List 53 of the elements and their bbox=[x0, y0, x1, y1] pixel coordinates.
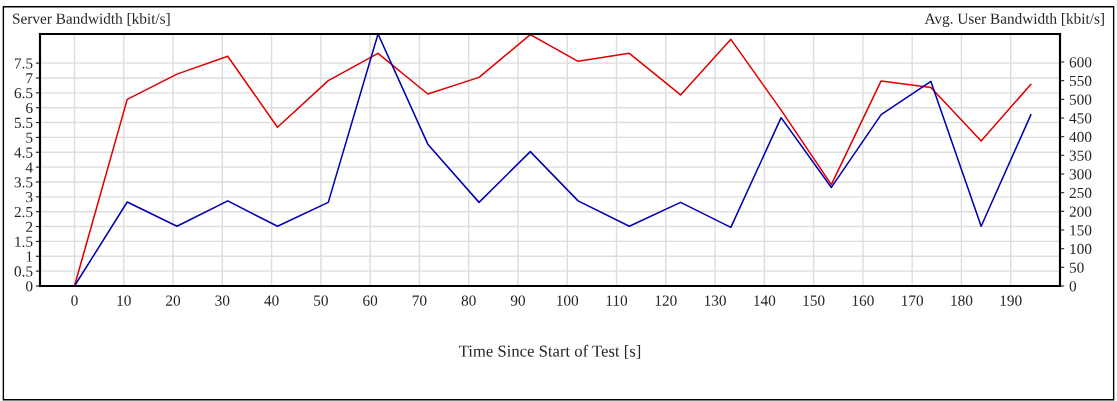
x-tick-label: 40 bbox=[264, 295, 279, 306]
y-tick-label: 2.5 bbox=[14, 206, 33, 218]
y2-tick-label: 100 bbox=[1070, 243, 1092, 255]
y-tick-label: 4.5 bbox=[14, 147, 33, 158]
y-tick-label: 7.5 bbox=[14, 58, 33, 69]
y-tick-label: 3 bbox=[26, 192, 33, 203]
y2-tick-label: 200 bbox=[1069, 206, 1092, 217]
y-tick-label: 0 bbox=[26, 281, 33, 292]
x-tick-label: 150 bbox=[803, 295, 825, 306]
x-tick-label: 80 bbox=[461, 295, 476, 306]
y-axis-title: Server Bandwidth [kbit/s] bbox=[13, 13, 170, 26]
y2-tick-label: 0 bbox=[1069, 281, 1077, 292]
y2-tick-label: 150 bbox=[1070, 225, 1092, 236]
x-tick-label: 130 bbox=[704, 295, 726, 306]
x-tick-label: 160 bbox=[852, 295, 874, 306]
x-tick-label: 180 bbox=[951, 295, 973, 306]
x-tick-label: 100 bbox=[557, 295, 579, 306]
y-tick-label: 3.5 bbox=[14, 177, 33, 188]
y-tick-label: 7 bbox=[26, 73, 33, 84]
x-axis-title: Time Since Start of Test [s] bbox=[458, 344, 641, 359]
x-tick-label: 60 bbox=[363, 295, 378, 306]
x-tick-label: 50 bbox=[314, 295, 328, 306]
y2-tick-label: 400 bbox=[1069, 131, 1092, 143]
x-tick-label: 170 bbox=[902, 295, 924, 306]
y2-tick-label: 450 bbox=[1069, 113, 1092, 124]
y2-tick-label: 250 bbox=[1069, 187, 1092, 199]
x-tick-label: 140 bbox=[754, 295, 776, 306]
x-tick-label: 70 bbox=[412, 295, 427, 306]
x-tick-label: 190 bbox=[1000, 295, 1022, 306]
y2-tick-label: 50 bbox=[1069, 262, 1084, 273]
x-tick-label: 0 bbox=[71, 295, 78, 306]
y2-tick-label: 550 bbox=[1069, 75, 1092, 87]
x-tick-label: 10 bbox=[117, 295, 131, 306]
line-series bbox=[73, 34, 1032, 286]
y-tick-label: 1.5 bbox=[15, 236, 33, 247]
x-tick-label: 120 bbox=[655, 295, 677, 306]
y2-tick-label: 500 bbox=[1069, 94, 1092, 105]
y2-tick-label: 350 bbox=[1069, 150, 1092, 161]
y-tick-label: 2 bbox=[26, 221, 33, 232]
y-tick-label: 6.5 bbox=[14, 88, 33, 99]
y2-tick-label: 600 bbox=[1069, 57, 1092, 68]
y-tick-label: 1 bbox=[26, 251, 33, 262]
x-tick-label: 90 bbox=[510, 295, 526, 306]
y2-tick-label: 300 bbox=[1069, 169, 1092, 180]
y-tick-label: 6 bbox=[26, 102, 33, 114]
y2-axis-title: Avg. User Bandwidth [kbit/s] bbox=[924, 13, 1104, 27]
x-tick-label: 20 bbox=[166, 295, 181, 306]
y-tick-label: 5.5 bbox=[14, 117, 33, 129]
y-tick-label: 0.5 bbox=[14, 266, 33, 277]
y-tick-label: 4 bbox=[25, 162, 33, 173]
x-tick-label: 30 bbox=[215, 295, 230, 306]
y-tick-label: 5 bbox=[26, 132, 33, 143]
x-tick-label: 110 bbox=[606, 295, 628, 306]
